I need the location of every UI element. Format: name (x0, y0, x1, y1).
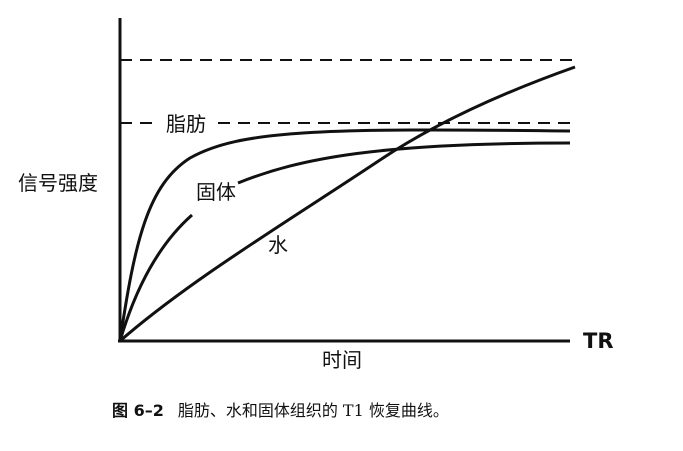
figure-caption-text: 脂肪、水和固体组织的 T1 恢复曲线。 (177, 401, 449, 420)
series-solid-curve-lower (118, 213, 193, 342)
fat-line-label: 脂肪 (166, 112, 206, 136)
series-fat-curve (118, 128, 571, 342)
water-curve-label: 水 (268, 233, 288, 257)
x-axis-label: 时间 (322, 348, 362, 372)
figure-caption: 图 6–2 脂肪、水和固体组织的 T1 恢复曲线。 (112, 398, 632, 424)
y-axis-label: 信号强度 (18, 171, 98, 195)
solid-curve-label: 固体 (196, 180, 236, 204)
x-axis-end-label: TR (583, 329, 614, 353)
figure-number: 图 6–2 (112, 401, 164, 420)
series-water-curve (119, 65, 576, 343)
series-solid-curve-upper (237, 141, 571, 185)
